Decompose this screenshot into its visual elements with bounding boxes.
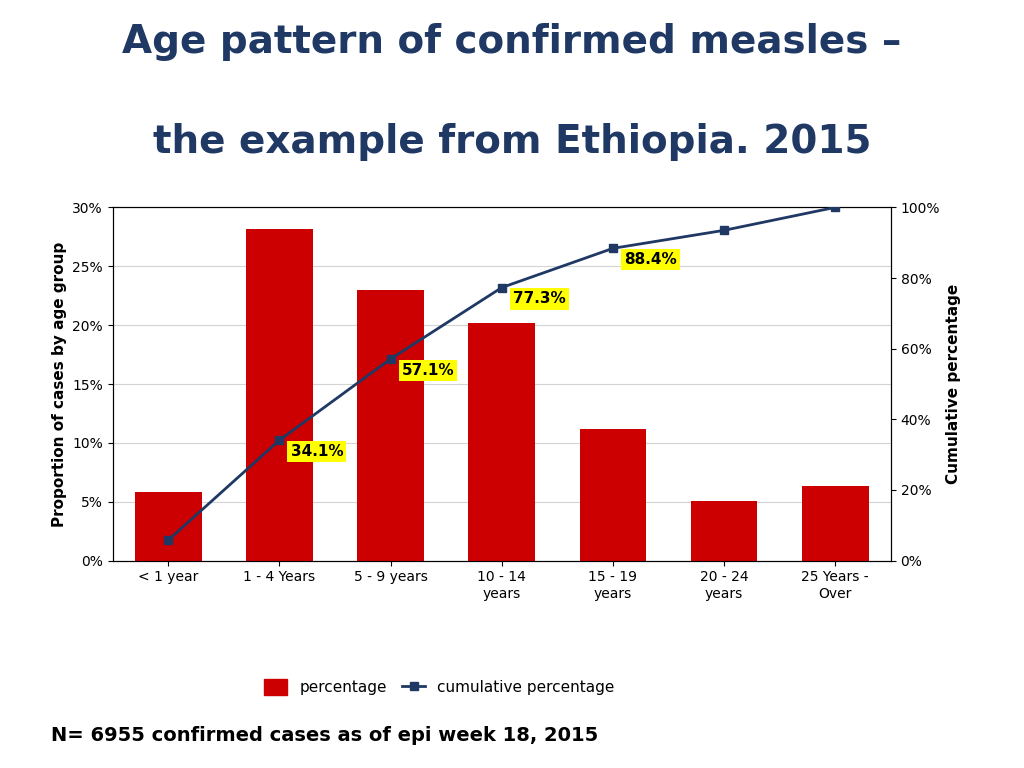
Bar (580, 429, 646, 561)
Text: 34.1%: 34.1% (291, 444, 343, 459)
Text: 77.3%: 77.3% (513, 291, 565, 306)
Text: N= 6955 confirmed cases as of epi week 18, 2015: N= 6955 confirmed cases as of epi week 1… (51, 726, 598, 745)
Legend: percentage, cumulative percentage: percentage, cumulative percentage (258, 674, 621, 701)
Y-axis label: Proportion of cases by age group: Proportion of cases by age group (51, 241, 67, 527)
Text: Age pattern of confirmed measles –: Age pattern of confirmed measles – (122, 23, 902, 61)
Bar (246, 229, 312, 561)
Bar (691, 501, 758, 561)
Bar (135, 492, 202, 561)
Text: 88.4%: 88.4% (624, 252, 677, 267)
Text: 57.1%: 57.1% (401, 362, 455, 378)
Bar (468, 323, 536, 561)
Y-axis label: Cumulative percentage: Cumulative percentage (945, 284, 961, 484)
Text: the example from Ethiopia. 2015: the example from Ethiopia. 2015 (153, 123, 871, 161)
Bar (357, 290, 424, 561)
Bar (802, 486, 868, 561)
